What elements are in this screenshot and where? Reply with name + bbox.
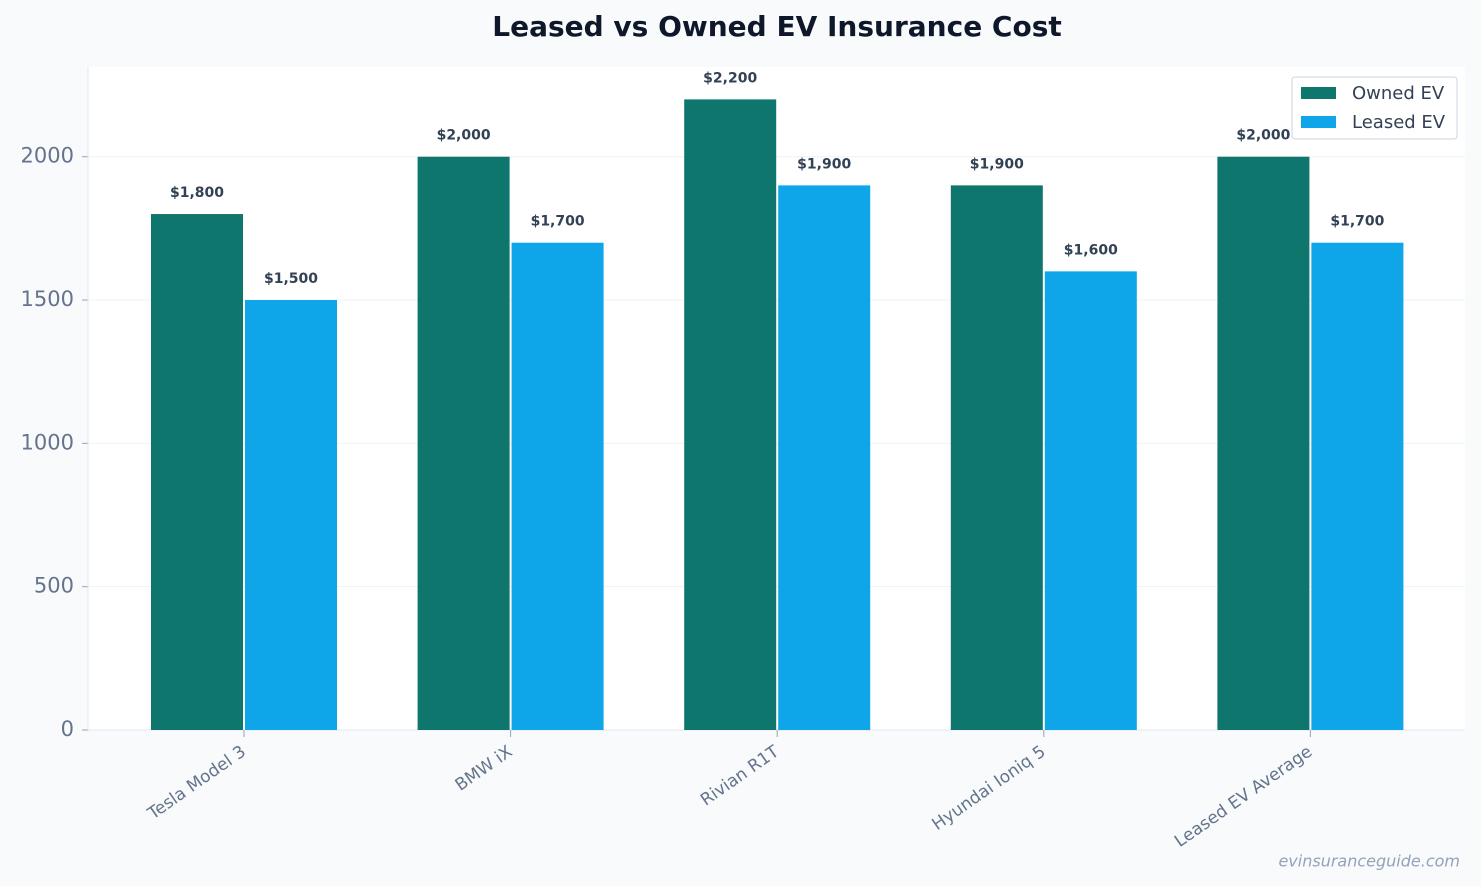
value-label: $1,900 [797,156,851,172]
value-label: $2,000 [1236,128,1290,144]
value-label: $1,700 [531,214,585,230]
value-label: $1,800 [170,185,224,201]
bar [1311,242,1404,731]
value-label: $2,000 [437,128,491,144]
bar [950,185,1043,730]
bar [1217,156,1310,730]
value-label: $1,700 [1330,214,1384,230]
value-label: $1,500 [264,271,318,287]
bar [511,242,604,731]
bar [778,185,871,730]
y-tick-label: 1000 [21,430,74,454]
bar [684,99,777,731]
watermark: evinsuranceguide.com [1278,852,1460,871]
chart-title: Leased vs Owned EV Insurance Cost [492,10,1062,43]
legend-label: Leased EV [1352,112,1446,133]
legend-swatch [1301,116,1336,128]
legend-label: Owned EV [1352,83,1445,104]
y-tick-label: 500 [34,574,74,598]
y-tick-label: 1500 [21,287,74,311]
bar [417,156,510,730]
value-label: $1,900 [970,156,1024,172]
value-label: $1,600 [1064,242,1118,258]
value-label: $2,200 [703,70,757,86]
y-tick-label: 0 [61,717,74,741]
legend-swatch [1301,87,1336,99]
bar [1044,271,1137,730]
bar [245,300,337,730]
bar [151,214,243,730]
y-tick-label: 2000 [21,144,74,168]
